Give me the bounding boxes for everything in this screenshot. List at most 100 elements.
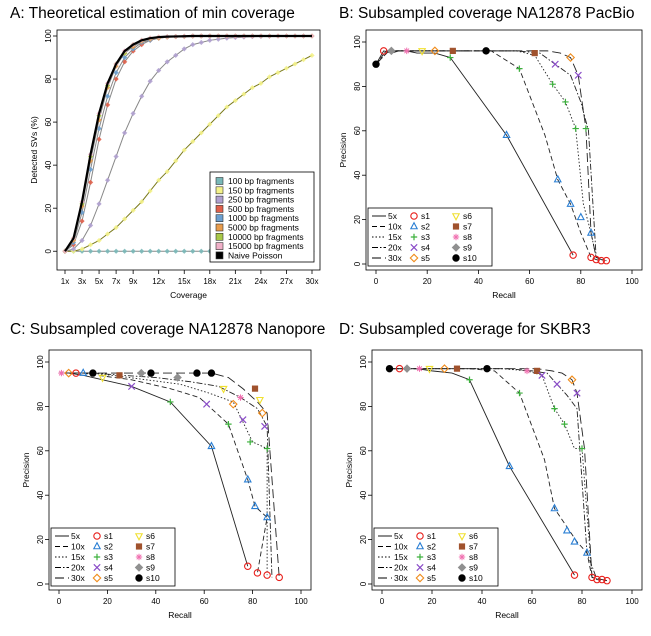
legend-marker — [451, 243, 461, 252]
marker-s8 — [523, 367, 531, 375]
marker-s2 — [502, 130, 511, 139]
legend-swatch — [215, 251, 224, 260]
x-tick-label: 12x — [152, 277, 165, 286]
marker-s10 — [193, 369, 201, 377]
series-point — [292, 61, 298, 67]
legend-sample-label: s3 — [427, 552, 436, 562]
legend-sample-label: s1 — [421, 211, 430, 221]
marker-s6 — [219, 385, 228, 394]
marker-s6 — [425, 365, 434, 374]
panel-a: A: Theoretical estimation of min coverag… — [10, 5, 321, 300]
legend-sample-label: s3 — [421, 232, 430, 242]
y-axis-label: Detected SVs (%) — [29, 116, 39, 184]
marker-s2 — [79, 368, 88, 376]
series-point — [121, 54, 128, 61]
markers — [58, 368, 283, 582]
plot-frame — [365, 29, 643, 271]
marker-s3 — [551, 405, 558, 412]
marker-s4 — [538, 371, 546, 379]
series-point — [164, 59, 170, 65]
marker-s3 — [516, 65, 523, 72]
series-point — [181, 46, 187, 52]
x-tick-label: 0 — [374, 277, 379, 286]
x-tick-label: 20 — [103, 597, 112, 606]
series-point — [190, 41, 196, 48]
plot-frame — [48, 349, 312, 591]
legend-sample-label: s9 — [469, 563, 478, 573]
legend-sample-label: s7 — [463, 222, 472, 232]
marker-s5 — [64, 368, 74, 378]
series-point — [138, 93, 145, 99]
legend-sample-label: s10 — [469, 573, 483, 583]
x-axis-label: Recall — [492, 290, 516, 300]
marker-s4 — [261, 422, 269, 431]
legend-label: Naive Poisson — [228, 250, 283, 260]
legend-sample-label: s2 — [427, 542, 436, 552]
legend-sample-label: s2 — [421, 222, 430, 232]
x-tick-label: 15x — [178, 277, 191, 286]
marker-s1 — [602, 256, 611, 265]
legend-coverage-label: 10x — [71, 542, 85, 552]
marker-s4 — [574, 71, 582, 79]
series-point — [215, 36, 221, 42]
series-point — [207, 121, 213, 127]
legend-sample-label: s3 — [104, 552, 113, 562]
x-axis-label: Coverage — [170, 290, 207, 300]
series-point — [79, 246, 85, 252]
series-point — [224, 104, 230, 110]
series-point — [79, 237, 85, 244]
y-tick-label: 0 — [36, 581, 45, 586]
marker-s3 — [582, 125, 590, 132]
series-point — [121, 130, 128, 136]
y-tick-label: 40 — [44, 160, 53, 169]
marker-s4 — [239, 416, 247, 424]
legend-coverage-label: 20x — [388, 243, 402, 253]
legend-coverage-label: 15x — [388, 232, 402, 242]
legend-sample-label: s8 — [469, 552, 478, 562]
marker-s7 — [533, 367, 541, 374]
marker-s3 — [562, 98, 569, 106]
marker-s3 — [572, 125, 579, 132]
legend-label: 100 bp fragments — [228, 176, 294, 186]
series-point — [198, 130, 204, 136]
markers — [385, 364, 611, 585]
x-tick-label: 40 — [474, 277, 483, 286]
legend-swatch — [215, 233, 224, 241]
marker-s3 — [167, 398, 174, 406]
legend-marker — [93, 532, 101, 540]
panel-c: C: Subsampled coverage NA12878 Nanopore 0… — [10, 321, 325, 620]
series-point — [181, 248, 187, 254]
legend-marker — [452, 254, 460, 262]
legend-coverage-label: 15x — [394, 552, 408, 562]
x-tick-label: 100 — [294, 597, 308, 606]
series-point — [113, 153, 119, 160]
x-tick-label: 80 — [576, 277, 585, 286]
series-point — [138, 199, 145, 205]
marker-s4 — [551, 60, 559, 68]
marker-s9 — [137, 368, 146, 378]
marker-s9 — [387, 46, 396, 56]
legend-label: 250 bp fragments — [228, 195, 294, 205]
series-point — [156, 67, 162, 74]
legend-swatch — [215, 214, 224, 222]
marker-s3 — [263, 445, 271, 452]
marker-s1 — [597, 256, 606, 265]
x-tick-label: 0 — [57, 597, 62, 606]
marker-s2 — [576, 212, 585, 221]
series-point — [96, 237, 102, 244]
legend-sample-label: s10 — [463, 253, 477, 263]
legend-label: 1000 bp fragments — [228, 213, 299, 223]
legend-marker — [415, 573, 425, 583]
marker-s10 — [207, 369, 216, 377]
marker-s2 — [207, 441, 216, 450]
x-tick-label: 9x — [129, 277, 137, 286]
series-point — [130, 110, 136, 117]
x-axis-label: Recall — [495, 610, 519, 620]
marker-s1 — [598, 575, 606, 584]
series-point — [87, 242, 94, 248]
marker-s7 — [251, 385, 259, 392]
marker-s2 — [586, 227, 596, 236]
x-tick-label: 7x — [112, 277, 120, 286]
